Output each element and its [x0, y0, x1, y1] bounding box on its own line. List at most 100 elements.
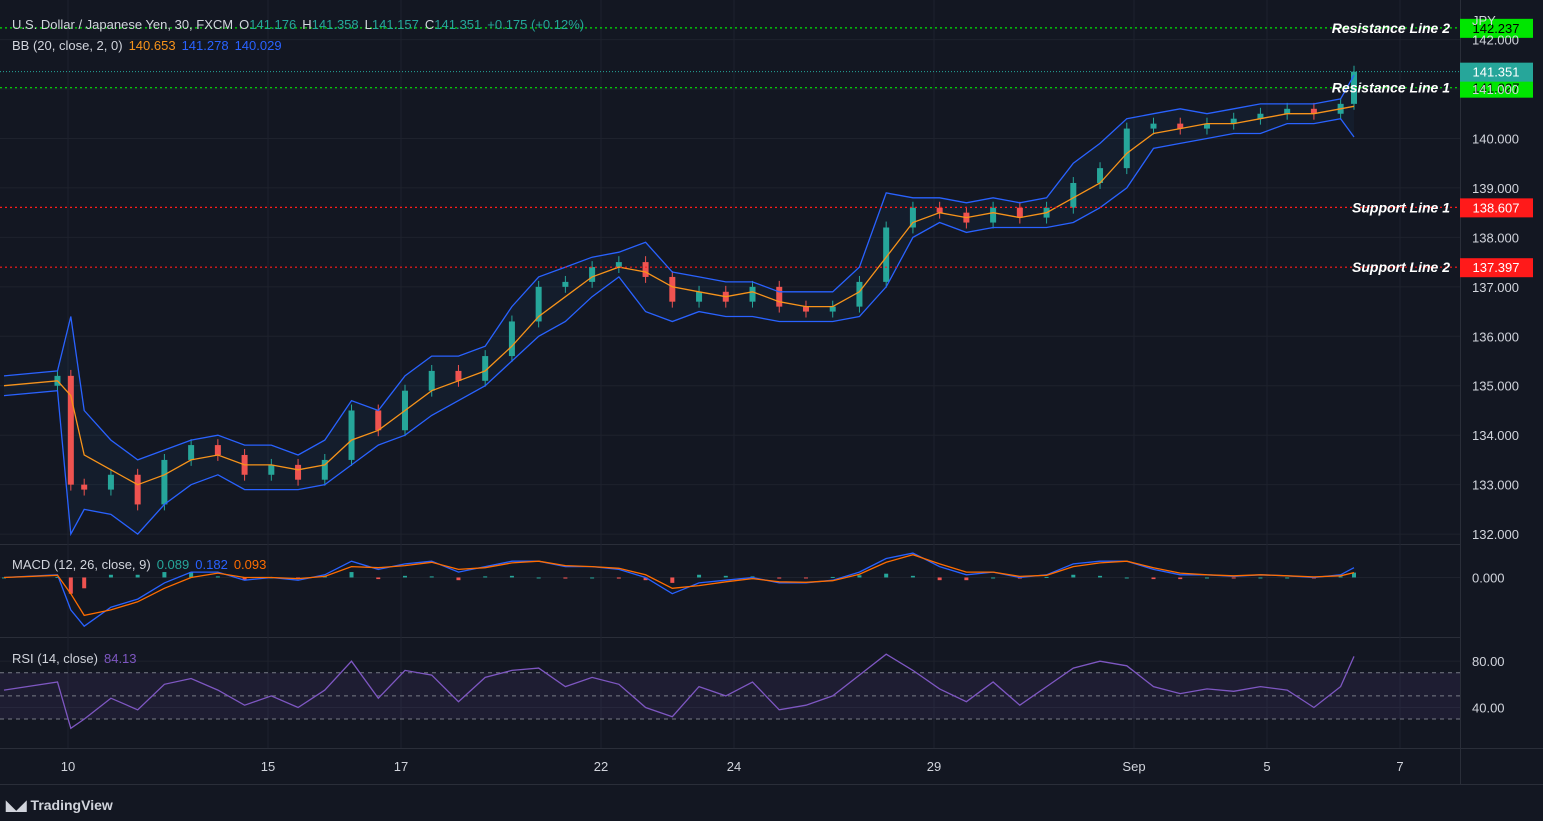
macd-histogram-bar — [616, 577, 621, 579]
bb-basis-value: 140.653 — [128, 38, 176, 53]
bb-band-fill — [4, 75, 1354, 535]
macd-histogram-bar — [82, 577, 87, 589]
candle-body — [1097, 168, 1104, 183]
macd-histogram-bar — [1098, 575, 1103, 578]
time-tick-label: 22 — [594, 759, 608, 774]
last-price-tag — [1460, 62, 1533, 82]
macd-histogram-bar — [723, 575, 728, 578]
line-price-tag — [1460, 258, 1533, 278]
rsi-tick-label: 80.00 — [1472, 654, 1505, 669]
candle-body — [1351, 71, 1357, 104]
price-tick-label: 137.000 — [1472, 280, 1519, 295]
bb-label: BB (20, close, 2, 0) — [12, 38, 123, 53]
ohlc-open: O141.176 — [239, 17, 297, 32]
macd-histogram-bar — [964, 577, 969, 581]
candle-body — [802, 306, 809, 312]
rsi-tick-label: 40.00 — [1472, 700, 1505, 715]
line-price-tag-text: 138.607 — [1473, 200, 1520, 215]
macd-signal-line — [3, 554, 1355, 617]
candle-body — [936, 207, 943, 213]
candle-body — [1016, 207, 1023, 218]
macd-histogram-bar — [55, 576, 60, 578]
macd-histogram-bar — [1071, 574, 1076, 578]
time-tick-label: 10 — [61, 759, 75, 774]
macd-histogram-bar — [1124, 577, 1129, 579]
macd-histogram-bar — [189, 572, 194, 578]
line-label: Resistance Line 2 — [1332, 20, 1450, 36]
macd-histogram-bar — [670, 577, 675, 583]
macd-legend: MACD (12, 26, close, 9) 0.089 0.182 0.093 — [12, 557, 272, 572]
macd-histogram-bar — [590, 577, 595, 579]
macd-histogram-bar — [2, 577, 6, 579]
macd-histogram-bar — [429, 576, 434, 578]
candle-body — [1310, 108, 1317, 114]
macd-histogram-bar — [1151, 577, 1156, 580]
candle-body — [1070, 182, 1077, 208]
symbol-title: U.S. Dollar / Japanese Yen, 30, FXCM — [12, 17, 234, 32]
price-tick-label: 135.000 — [1472, 379, 1519, 394]
price-axis[interactable]: 132.000 133.000 134.000 135.000 136.000 137.0… — [1472, 33, 1519, 716]
price-change: +0.175 (+0.12%) — [487, 17, 585, 32]
price-tick-label: 142.000 — [1472, 33, 1519, 48]
candle-body — [508, 321, 515, 357]
candle-body — [990, 207, 997, 223]
ohlc-close: C141.351 — [424, 17, 482, 32]
candle-body — [455, 370, 462, 381]
candle-body — [375, 410, 382, 431]
macd-histogram-bar — [536, 577, 541, 579]
macd-histogram-bar — [1231, 577, 1236, 579]
macd-histogram-bar — [242, 577, 247, 581]
candle-body — [1284, 108, 1291, 114]
tradingview-brand[interactable]: ◣◢ TradingView — [6, 797, 113, 814]
macd-histogram-bar — [162, 572, 167, 578]
candle-body — [696, 291, 703, 302]
time-tick-label: 17 — [394, 759, 408, 774]
candle-body — [268, 464, 275, 475]
line-price-tag-text: 142.237 — [1473, 21, 1520, 36]
candle-body — [615, 262, 622, 268]
bb-basis-line — [3, 105, 1355, 486]
price-tick-label: 136.000 — [1472, 329, 1519, 344]
macd-histogram-bar — [803, 577, 808, 579]
candle-body — [428, 370, 435, 391]
macd-histogram-bar — [1204, 577, 1209, 579]
bb-lower-value: 140.029 — [234, 38, 282, 53]
price-tick-label: 138.000 — [1472, 230, 1519, 245]
price-tick-label: 133.000 — [1472, 478, 1519, 493]
rsi-legend: RSI (14, close) 84.13 — [12, 651, 143, 666]
candle-body — [161, 459, 168, 505]
macd-histogram-bar — [910, 575, 915, 578]
price-tick-label: 139.000 — [1472, 181, 1519, 196]
candle-body — [1230, 118, 1237, 124]
candle-body — [214, 445, 221, 455]
footer-bar: ◣◢ TradingView — [0, 784, 1543, 821]
main-legend: U.S. Dollar / Japanese Yen, 30, FXCM O141… — [12, 17, 590, 32]
price-tick-label: 132.000 — [1472, 527, 1519, 542]
price-pane[interactable] — [3, 65, 1357, 537]
macd-pane[interactable] — [2, 552, 1356, 628]
macd-histogram-bar — [857, 575, 862, 578]
candle-body — [295, 464, 302, 480]
macd-histogram-bar — [1338, 576, 1343, 578]
macd-histogram-bar — [402, 575, 407, 578]
macd-histogram-bar — [1258, 577, 1263, 579]
time-tick-label: 5 — [1263, 759, 1270, 774]
candle-body — [856, 281, 863, 307]
macd-histogram-bar — [643, 577, 648, 581]
macd-line — [3, 552, 1355, 628]
line-price-tag — [1460, 198, 1533, 218]
macd-histogram-bar — [509, 575, 514, 578]
rsi-pane[interactable] — [0, 653, 1460, 730]
last-price-tag-text: 141.351 — [1473, 65, 1520, 80]
candle-body — [1123, 128, 1130, 169]
macd-histogram-bar — [68, 577, 73, 594]
candle-body — [321, 459, 328, 480]
candle-body — [1150, 123, 1157, 129]
candle-body — [829, 306, 836, 312]
macd-histogram-bar — [376, 577, 381, 580]
macd-histogram-bar — [1352, 572, 1356, 578]
macd-histogram-bar — [135, 574, 140, 578]
support-resistance-lines[interactable]: Resistance Line 2 142.237 Resistance Line … — [0, 18, 1533, 278]
time-axis[interactable]: 10 15 17 22 24 29 Sep 5 7 — [61, 759, 1404, 774]
